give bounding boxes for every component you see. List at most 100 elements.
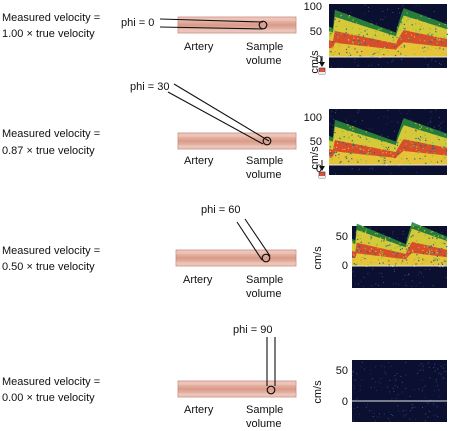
spectral-speckle bbox=[430, 242, 431, 243]
spectral-speckle bbox=[414, 49, 415, 50]
spectral-speckle bbox=[418, 15, 419, 16]
spectral-speckle bbox=[395, 248, 396, 249]
spectral-speckle bbox=[429, 251, 430, 252]
noise-speckle bbox=[352, 371, 353, 372]
spectral-speckle bbox=[375, 31, 376, 32]
noise-speckle bbox=[437, 385, 438, 386]
spectral-speckle bbox=[361, 242, 362, 243]
spectral-speckle bbox=[386, 146, 387, 147]
spectral-speckle bbox=[363, 149, 364, 150]
noise-speckle bbox=[412, 280, 413, 281]
spectral-speckle bbox=[439, 258, 440, 259]
noise-speckle bbox=[387, 9, 388, 10]
spectral-speckle bbox=[427, 47, 428, 48]
spectral-speckle bbox=[422, 158, 423, 159]
spectral-speckle bbox=[401, 23, 402, 24]
noise-speckle bbox=[439, 125, 440, 126]
noise-speckle bbox=[405, 362, 406, 363]
spectral-speckle bbox=[411, 135, 412, 136]
noise-speckle bbox=[354, 408, 355, 409]
spectral-speckle bbox=[370, 152, 371, 153]
artery-vessel bbox=[178, 17, 296, 33]
noise-speckle bbox=[407, 113, 408, 114]
spectral-speckle bbox=[377, 233, 378, 234]
noise-speckle bbox=[332, 129, 333, 130]
noise-speckle bbox=[383, 19, 384, 20]
spectral-speckle bbox=[403, 27, 404, 28]
spectral-speckle bbox=[441, 248, 442, 249]
noise-speckle bbox=[385, 373, 386, 374]
probe-icon bbox=[319, 172, 325, 178]
spectral-speckle bbox=[367, 153, 368, 154]
noise-speckle bbox=[368, 7, 369, 8]
noise-speckle bbox=[395, 283, 396, 284]
noise-speckle bbox=[411, 120, 412, 121]
spectral-speckle bbox=[441, 41, 442, 42]
spectral-speckle bbox=[375, 233, 376, 234]
noise-speckle bbox=[428, 417, 429, 418]
spectral-speckle bbox=[352, 28, 353, 29]
spectral-speckle bbox=[335, 51, 336, 52]
spectral-speckle bbox=[395, 42, 396, 43]
spectral-speckle bbox=[433, 260, 434, 261]
spectral-speckle bbox=[399, 161, 400, 162]
noise-speckle bbox=[358, 169, 359, 170]
noise-speckle bbox=[416, 172, 417, 173]
spectral-speckle bbox=[401, 22, 402, 23]
spectral-speckle bbox=[425, 261, 426, 262]
noise-speckle bbox=[433, 403, 434, 404]
spectral-speckle bbox=[364, 158, 365, 159]
noise-speckle bbox=[364, 277, 365, 278]
noise-speckle bbox=[439, 129, 440, 130]
noise-speckle bbox=[427, 123, 428, 124]
noise-speckle bbox=[384, 367, 385, 368]
spectral-speckle bbox=[446, 255, 447, 256]
spectral-speckle bbox=[429, 254, 430, 255]
spectral-speckle bbox=[408, 43, 409, 44]
spectral-speckle bbox=[406, 12, 407, 13]
noise-speckle bbox=[419, 365, 420, 366]
spectral-speckle bbox=[376, 245, 377, 246]
spectral-speckle bbox=[332, 54, 333, 55]
spectral-speckle bbox=[391, 32, 392, 33]
spectral-speckle bbox=[360, 137, 361, 138]
noise-speckle bbox=[362, 362, 363, 363]
noise-speckle bbox=[392, 234, 393, 235]
noise-speckle bbox=[394, 271, 395, 272]
velocity-unit-label: cm/s bbox=[312, 380, 324, 404]
noise-speckle bbox=[367, 404, 368, 405]
spectral-speckle bbox=[360, 238, 361, 239]
spectral-speckle bbox=[378, 29, 379, 30]
spectral-speckle bbox=[418, 24, 419, 25]
spectral-speckle bbox=[332, 159, 333, 160]
spectral-speckle bbox=[432, 155, 433, 156]
spectral-speckle bbox=[424, 40, 425, 41]
noise-speckle bbox=[437, 416, 438, 417]
noise-speckle bbox=[381, 273, 382, 274]
spectral-speckle bbox=[342, 149, 343, 150]
spectral-speckle bbox=[354, 40, 355, 41]
noise-speckle bbox=[389, 411, 390, 412]
noise-speckle bbox=[383, 233, 384, 234]
spectral-speckle bbox=[331, 152, 332, 153]
noise-speckle bbox=[374, 387, 375, 388]
spectral-speckle bbox=[419, 258, 420, 259]
noise-speckle bbox=[428, 363, 429, 364]
noise-speckle bbox=[425, 421, 426, 422]
spectral-speckle bbox=[336, 42, 337, 43]
spectral-speckle bbox=[335, 157, 336, 158]
spectral-speckle bbox=[445, 143, 446, 144]
spectral-speckle bbox=[437, 138, 438, 139]
spectral-speckle bbox=[392, 155, 393, 156]
noise-speckle bbox=[402, 234, 403, 235]
spectral-speckle bbox=[416, 242, 417, 243]
noise-speckle bbox=[378, 381, 379, 382]
spectral-speckle bbox=[414, 54, 415, 55]
spectral-speckle bbox=[443, 242, 444, 243]
spectral-speckle bbox=[374, 152, 375, 153]
spectral-speckle bbox=[384, 255, 385, 256]
noise-speckle bbox=[384, 414, 385, 415]
spectral-speckle bbox=[411, 143, 412, 144]
spectral-speckle bbox=[441, 161, 442, 162]
spectral-speckle bbox=[386, 246, 387, 247]
